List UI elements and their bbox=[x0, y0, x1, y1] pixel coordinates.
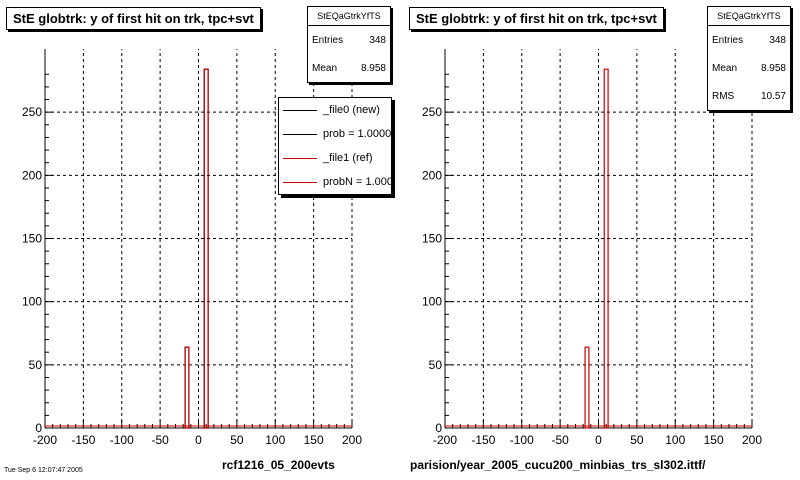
right-stats-entries: Entries 348 bbox=[712, 34, 786, 46]
pad0-histogram-bar bbox=[184, 346, 190, 429]
pad0-x-tick-label: 100 bbox=[265, 433, 285, 447]
pad0-x-tick-label: -50 bbox=[151, 433, 169, 447]
left-x-label: rcf1216_05_200evts bbox=[222, 458, 335, 472]
pad0-y-tick-label: 200 bbox=[22, 168, 42, 182]
legend-item-file1: _file1 (ref) bbox=[279, 146, 391, 170]
left-stats-box: StEQaGtrkYfTS Entries 348 Mean 8.958 bbox=[307, 6, 391, 83]
right-stats-mean: Mean 8.958 bbox=[712, 62, 786, 74]
pad0-y-tick-label: 0 bbox=[35, 421, 42, 435]
pad0-y-tick-label: 250 bbox=[22, 105, 42, 119]
pad1-x-tick-label: -50 bbox=[551, 433, 569, 447]
left-chart-title: StE globtrk: y of first hit on trk, tpc+… bbox=[6, 7, 261, 30]
pad0-x-tick-label: -150 bbox=[71, 433, 95, 447]
left-stats-mean: Mean 8.958 bbox=[312, 62, 386, 74]
legend-line-icon bbox=[283, 157, 317, 159]
pad0-histogram-bar bbox=[203, 68, 209, 429]
pad0-x-tick-label: 200 bbox=[342, 433, 362, 447]
legend-item-probn: probN = 1.000000 bbox=[279, 170, 391, 194]
pad1-histogram-bar bbox=[584, 346, 590, 429]
right-stats-rms: RMS 10.57 bbox=[712, 90, 786, 102]
pad0-y-tick-label: 150 bbox=[22, 232, 42, 246]
pad0-x-tick-label: 150 bbox=[304, 433, 324, 447]
legend-line-icon bbox=[283, 181, 317, 183]
pad1-histogram-bar bbox=[603, 68, 609, 429]
pad1-x-tick-label: 50 bbox=[630, 433, 644, 447]
pad0-x-tick-label: -200 bbox=[33, 433, 57, 447]
right-chart-title: StE globtrk: y of first hit on trk, tpc+… bbox=[409, 7, 664, 30]
date-stamp: Tue Sep 6 12:07:47 2005 bbox=[4, 467, 83, 474]
left-stats-name: StEQaGtrkYfTS bbox=[308, 7, 390, 26]
pad1-x-tick-label: -150 bbox=[471, 433, 495, 447]
pad1-x-tick-label: 200 bbox=[742, 433, 762, 447]
pad1-x-tick-label: 0 bbox=[595, 433, 602, 447]
legend-line-icon bbox=[283, 133, 317, 135]
pad1-x-tick-label: -100 bbox=[510, 433, 534, 447]
left-stats-entries: Entries 348 bbox=[312, 34, 386, 46]
pad1-x-tick-label: -200 bbox=[433, 433, 457, 447]
pad0-x-tick-label: -100 bbox=[110, 433, 134, 447]
right-x-label: parision/year_2005_cucu200_minbias_trs_s… bbox=[410, 458, 706, 472]
legend-item-file0: _file0 (new) bbox=[279, 98, 391, 122]
legend-line-icon bbox=[283, 109, 317, 111]
pad1-y-tick-label: 100 bbox=[422, 295, 442, 309]
pad1-y-tick-label: 150 bbox=[422, 232, 442, 246]
pad0-y-tick-label: 100 bbox=[22, 295, 42, 309]
pad1-y-tick-label: 0 bbox=[435, 421, 442, 435]
pad1-y-tick-label: 250 bbox=[422, 105, 442, 119]
left-legend: _file0 (new) prob = 1.000000 _file1 (ref… bbox=[278, 97, 392, 195]
right-stats-name: StEQaGtrkYfTS bbox=[708, 7, 790, 26]
pad0-x-tick-label: 0 bbox=[195, 433, 202, 447]
pad1-y-tick-label: 50 bbox=[429, 358, 443, 372]
right-stats-box: StEQaGtrkYfTS Entries 348 Mean 8.958 RMS… bbox=[707, 6, 791, 111]
legend-item-prob: prob = 1.000000 bbox=[279, 122, 391, 146]
pad1-y-tick-label: 200 bbox=[422, 168, 442, 182]
pad0-x-tick-label: 50 bbox=[230, 433, 244, 447]
pad1-x-tick-label: 100 bbox=[665, 433, 685, 447]
pad0-y-tick-label: 50 bbox=[29, 358, 43, 372]
pad1-x-tick-label: 150 bbox=[704, 433, 724, 447]
